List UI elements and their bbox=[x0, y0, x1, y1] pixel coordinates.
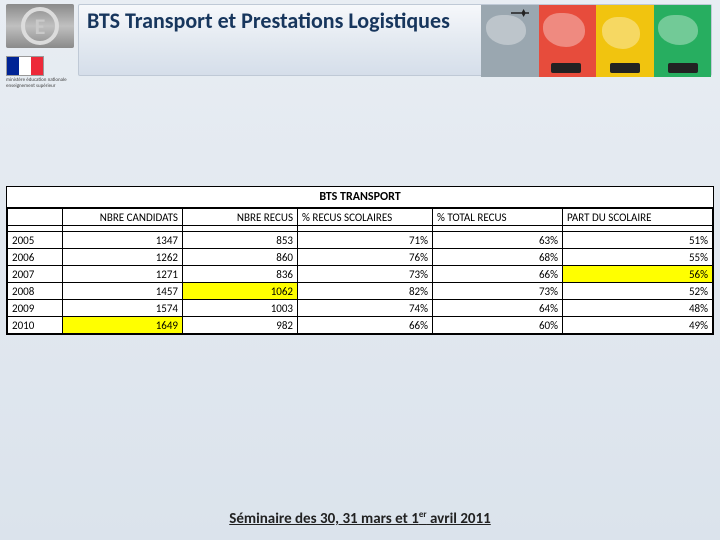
table-cell: 64% bbox=[433, 300, 563, 317]
table-cell: 55% bbox=[563, 249, 713, 266]
table-cell: 60% bbox=[433, 317, 563, 334]
col-pct-total-header: % TOTAL RECUS bbox=[433, 209, 563, 226]
table-cell: 66% bbox=[298, 317, 433, 334]
table-row: 2007127183673%66%56% bbox=[8, 266, 713, 283]
col-recus-header: NBRE RECUS bbox=[183, 209, 298, 226]
table-cell: 63% bbox=[433, 232, 563, 249]
table-cell: 853 bbox=[183, 232, 298, 249]
slide-title: BTS Transport et Prestations Logistiques bbox=[87, 7, 450, 34]
table-cell: 68% bbox=[433, 249, 563, 266]
world-panel-green bbox=[654, 5, 712, 77]
world-panel-grey bbox=[481, 5, 539, 77]
table-title: BTS TRANSPORT bbox=[7, 187, 713, 208]
table-cell: 71% bbox=[298, 232, 433, 249]
table-cell: 76% bbox=[298, 249, 433, 266]
slide-header: E ministère éducation nationale enseigne… bbox=[0, 0, 720, 82]
logo-e-icon: E bbox=[21, 7, 59, 45]
world-panel-yellow bbox=[596, 5, 654, 77]
table-cell: 860 bbox=[183, 249, 298, 266]
ministry-text: ministère éducation nationale enseigneme… bbox=[6, 77, 78, 89]
table-cell: 982 bbox=[183, 317, 298, 334]
ministry-logo-block: E ministère éducation nationale enseigne… bbox=[6, 4, 78, 78]
table-row: 2006126286076%68%55% bbox=[8, 249, 713, 266]
french-flag-icon bbox=[6, 56, 44, 76]
table-cell: 74% bbox=[298, 300, 433, 317]
ship-icon bbox=[610, 63, 640, 73]
table-cell: 51% bbox=[563, 232, 713, 249]
footer-prefix: Séminaire des 30, 31 mars et 1 bbox=[229, 510, 419, 528]
col-pct-scolaires-header: % RECUS SCOLAIRES bbox=[298, 209, 433, 226]
table-cell: 82% bbox=[298, 283, 433, 300]
table-header-row: NBRE CANDIDATS NBRE RECUS % RECUS SCOLAI… bbox=[8, 209, 713, 226]
academie-logo: E bbox=[6, 4, 74, 48]
table-cell: 2007 bbox=[8, 266, 63, 283]
table-cell: 2005 bbox=[8, 232, 63, 249]
train-icon bbox=[551, 63, 581, 73]
table-row: 2010164998266%60%49% bbox=[8, 317, 713, 334]
footer-suffix: avril 2011 bbox=[427, 510, 491, 528]
table-cell: 73% bbox=[433, 283, 563, 300]
bts-transport-table: NBRE CANDIDATS NBRE RECUS % RECUS SCOLAI… bbox=[7, 208, 713, 334]
table-cell: 1062 bbox=[183, 283, 298, 300]
table-row: 2005134785371%63%51% bbox=[8, 232, 713, 249]
table-cell: 1347 bbox=[63, 232, 183, 249]
table-row: 20091574100374%64%48% bbox=[8, 300, 713, 317]
world-map-strip bbox=[481, 5, 711, 77]
table-cell: 1271 bbox=[63, 266, 183, 283]
table-cell: 66% bbox=[433, 266, 563, 283]
truck-icon bbox=[668, 63, 698, 73]
footer-sup: er bbox=[419, 509, 427, 520]
col-year-header bbox=[8, 209, 63, 226]
table-cell: 73% bbox=[298, 266, 433, 283]
table-cell: 1003 bbox=[183, 300, 298, 317]
table-cell: 1262 bbox=[63, 249, 183, 266]
table-cell: 1457 bbox=[63, 283, 183, 300]
table-cell: 1574 bbox=[63, 300, 183, 317]
world-panel-red bbox=[539, 5, 597, 77]
table-cell: 2006 bbox=[8, 249, 63, 266]
table-cell: 836 bbox=[183, 266, 298, 283]
col-part-scolaire-header: PART DU SCOLAIRE bbox=[563, 209, 713, 226]
table-cell: 2009 bbox=[8, 300, 63, 317]
data-table-container: BTS TRANSPORT NBRE CANDIDATS NBRE RECUS … bbox=[6, 186, 714, 335]
table-cell: 1649 bbox=[63, 317, 183, 334]
table-cell: 56% bbox=[563, 266, 713, 283]
table-cell: 2008 bbox=[8, 283, 63, 300]
slide-footer: Séminaire des 30, 31 mars et 1er avril 2… bbox=[0, 509, 720, 528]
table-cell: 52% bbox=[563, 283, 713, 300]
table-cell: 49% bbox=[563, 317, 713, 334]
col-candidats-header: NBRE CANDIDATS bbox=[63, 209, 183, 226]
table-cell: 48% bbox=[563, 300, 713, 317]
title-bar: BTS Transport et Prestations Logistiques bbox=[78, 4, 712, 76]
table-cell: 2010 bbox=[8, 317, 63, 334]
table-row: 20081457106282%73%52% bbox=[8, 283, 713, 300]
table-body: 2005134785371%63%51%2006126286076%68%55%… bbox=[8, 232, 713, 334]
